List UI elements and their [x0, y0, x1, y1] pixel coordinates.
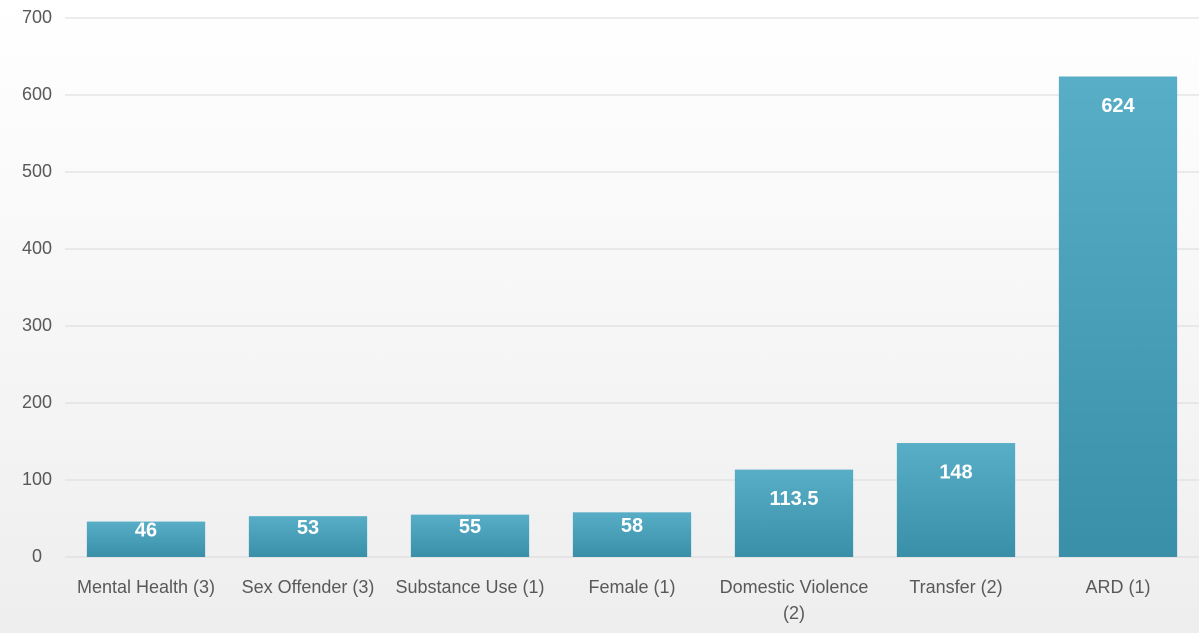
bar-shade	[1058, 76, 1178, 558]
y-tick-label: 300	[22, 315, 52, 335]
y-tick-label: 100	[22, 469, 52, 489]
x-tick-label: Mental Health (3)	[77, 577, 215, 597]
bar-shade	[410, 514, 530, 557]
bar-shade	[896, 443, 1016, 557]
y-tick-label: 700	[22, 7, 52, 27]
y-tick-label: 500	[22, 161, 52, 181]
value-label: 55	[459, 516, 481, 538]
value-label: 624	[1101, 95, 1135, 117]
y-tick-label: 600	[22, 84, 52, 104]
y-tick-label: 400	[22, 238, 52, 258]
value-label: 53	[297, 517, 319, 539]
x-tick-label: Female (1)	[588, 577, 675, 597]
x-tick-label: ARD (1)	[1085, 577, 1150, 597]
x-tick-label: Domestic Violence (2)	[720, 577, 869, 623]
x-tick-label: Transfer (2)	[909, 577, 1002, 597]
y-tick-label: 0	[32, 546, 42, 566]
bar-shade	[734, 469, 854, 557]
x-tick-label: Substance Use (1)	[395, 577, 544, 597]
value-label: 58	[621, 515, 643, 537]
y-tick-label: 200	[22, 392, 52, 412]
value-label: 46	[135, 520, 157, 542]
value-label: 113.5	[770, 488, 819, 510]
bar-shade	[248, 516, 368, 557]
x-tick-label: Sex Offender (3)	[242, 577, 375, 597]
bar-shade	[86, 521, 206, 557]
bar-shade	[572, 512, 692, 557]
value-label: 148	[939, 461, 972, 483]
